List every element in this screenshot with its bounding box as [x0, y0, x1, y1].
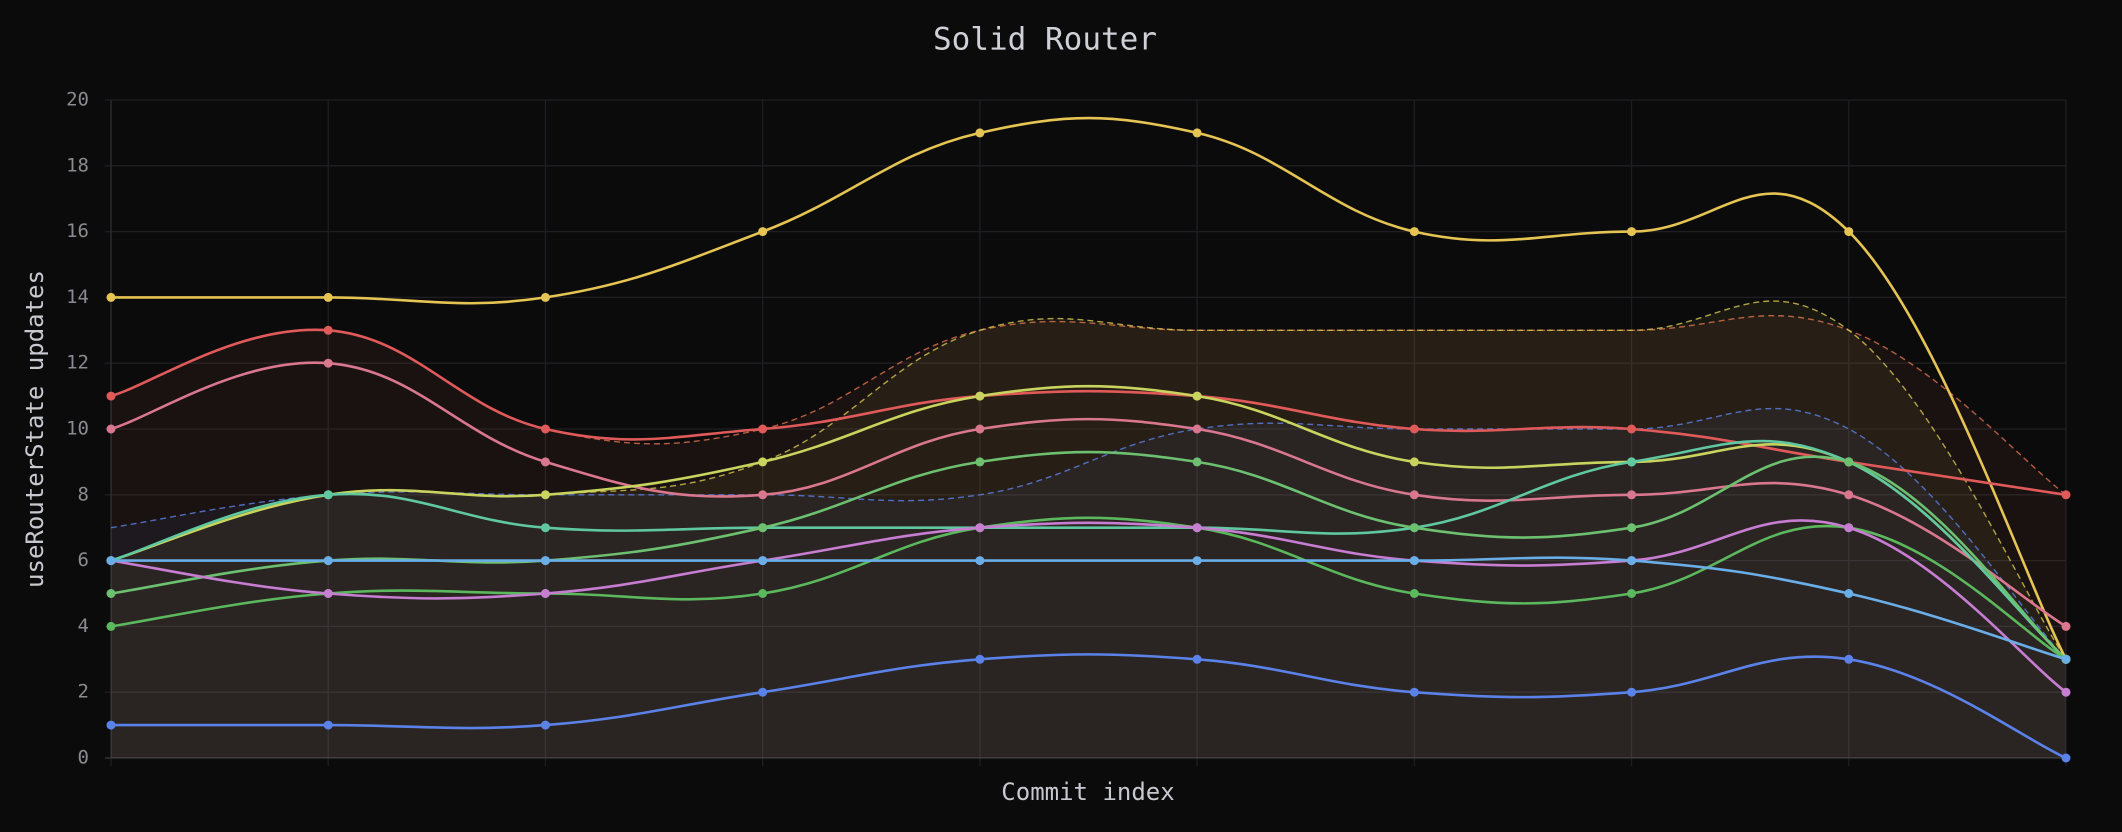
data-point	[975, 128, 985, 138]
data-point	[1844, 523, 1854, 533]
data-point	[540, 556, 550, 566]
series-line	[110, 556, 2067, 661]
data-point	[2061, 490, 2071, 500]
data-point	[975, 391, 985, 401]
data-point	[975, 523, 985, 533]
data-point	[1409, 457, 1419, 467]
series-line	[111, 653, 2067, 760]
y-tick-label: 18	[66, 154, 89, 176]
data-point	[1409, 227, 1419, 237]
data-point	[758, 523, 768, 533]
data-point	[323, 292, 333, 302]
data-point	[323, 589, 333, 598]
series-line	[110, 516, 2067, 661]
data-point	[1627, 457, 1637, 467]
data-point	[2061, 687, 2071, 697]
series-area	[111, 301, 2066, 758]
y-tick-label: 16	[66, 220, 89, 242]
data-point	[106, 621, 116, 631]
data-point	[975, 556, 985, 566]
data-point	[540, 589, 550, 598]
data-point	[1627, 490, 1637, 500]
y-axis-label: useRouterState updates	[21, 270, 49, 588]
series-envelope-line	[110, 300, 2067, 660]
y-tick-label: 8	[78, 483, 89, 505]
x-axis-label: Commit index	[1001, 778, 1174, 806]
y-tick-label: 10	[66, 418, 89, 440]
data-point	[323, 556, 333, 566]
data-point	[758, 556, 768, 566]
data-point	[2061, 654, 2071, 664]
data-point	[1409, 424, 1419, 434]
data-point	[1844, 227, 1854, 237]
data-point	[758, 227, 768, 237]
data-point	[540, 490, 550, 500]
data-point	[1192, 523, 1202, 533]
data-point	[1627, 523, 1637, 533]
data-point	[758, 424, 768, 434]
data-point	[1844, 457, 1854, 467]
series-line	[111, 116, 2068, 660]
data-point	[106, 720, 116, 730]
data-point	[323, 490, 333, 500]
data-point	[975, 654, 985, 664]
data-point	[1627, 589, 1637, 598]
data-point	[758, 589, 768, 598]
data-point	[1192, 457, 1202, 467]
y-tick-label: 2	[78, 681, 89, 703]
data-point	[540, 292, 550, 302]
series-envelope-line	[110, 315, 2067, 496]
data-point	[758, 490, 768, 500]
y-tick-label: 6	[78, 549, 89, 571]
data-point	[540, 523, 550, 533]
data-point	[1192, 654, 1202, 664]
chart-title: Solid Router	[933, 22, 1157, 58]
data-point	[1844, 589, 1854, 598]
data-point	[540, 424, 550, 434]
data-point	[323, 325, 333, 335]
y-tick-label: 20	[66, 89, 89, 111]
data-point	[323, 720, 333, 730]
series-line	[110, 439, 2067, 661]
data-point	[1192, 424, 1202, 434]
data-point	[540, 457, 550, 467]
data-point	[1409, 523, 1419, 533]
y-tick-label: 12	[66, 352, 89, 374]
data-point	[758, 687, 768, 697]
data-point	[1844, 654, 1854, 664]
y-tick-label: 14	[66, 286, 89, 308]
series-line	[110, 384, 2067, 661]
data-point	[1192, 556, 1202, 566]
data-point	[106, 589, 116, 598]
data-point	[2061, 621, 2071, 631]
data-point	[106, 556, 116, 566]
data-point	[975, 457, 985, 467]
data-point	[1192, 128, 1202, 138]
series-line	[110, 361, 2067, 628]
y-tick-label: 0	[78, 747, 89, 769]
y-tick-label: 4	[78, 615, 89, 637]
data-point	[1627, 424, 1637, 434]
data-point	[106, 424, 116, 434]
data-point	[1409, 556, 1419, 566]
series-line	[110, 519, 2067, 694]
data-point	[540, 720, 550, 730]
data-point	[1409, 589, 1419, 598]
data-point	[1627, 227, 1637, 237]
data-point	[1192, 391, 1202, 401]
data-point	[323, 358, 333, 368]
data-point	[2061, 753, 2071, 763]
data-point	[1627, 556, 1637, 566]
data-point	[758, 457, 768, 467]
data-point	[1409, 687, 1419, 697]
data-point	[1409, 490, 1419, 500]
data-point	[975, 424, 985, 434]
data-point	[1627, 687, 1637, 697]
data-point	[106, 292, 116, 302]
data-point	[106, 391, 116, 401]
data-point	[1844, 490, 1854, 500]
